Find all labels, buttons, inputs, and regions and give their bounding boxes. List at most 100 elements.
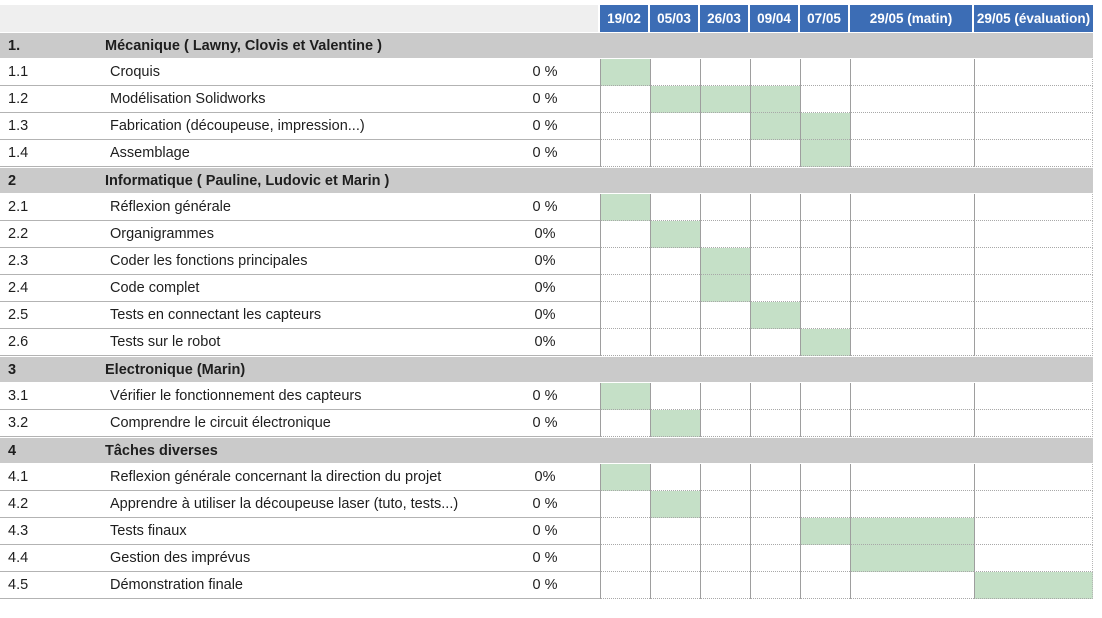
- gantt-cell: [600, 248, 650, 275]
- gantt-cell: [974, 221, 1093, 248]
- task-progress: 0 %: [490, 518, 600, 545]
- task-row: 2.2 Organigrammes 0%: [0, 221, 1093, 248]
- task-row: 1.2 Modélisation Solidworks 0 %: [0, 86, 1093, 113]
- header-corner-cell: [0, 5, 600, 32]
- gantt-cell: [650, 491, 700, 518]
- gantt-cell: [800, 59, 850, 86]
- task-label: Gestion des imprévus: [105, 545, 490, 572]
- task-label: Coder les fonctions principales: [105, 248, 490, 275]
- task-progress: 0 %: [490, 86, 600, 113]
- column-header: 29/05 (évaluation): [974, 5, 1093, 32]
- gantt-cell: [600, 410, 650, 437]
- gantt-cell: [750, 113, 800, 140]
- section-title: Electronique (Marin): [105, 361, 246, 378]
- gantt-cell: [650, 275, 700, 302]
- task-row: 3.2 Comprendre le circuit électronique 0 %: [0, 410, 1093, 437]
- task-row: 2.1 Réflexion générale 0 %: [0, 194, 1093, 221]
- section-title: Informatique ( Pauline, Ludovic et Marin…: [105, 172, 390, 189]
- gantt-cell: [850, 221, 974, 248]
- gantt-cell: [800, 410, 850, 437]
- gantt-cell: [974, 248, 1093, 275]
- task-row: 4.4 Gestion des imprévus 0 %: [0, 545, 1093, 572]
- task-number: 4.4: [0, 545, 105, 572]
- task-label: Code complet: [105, 275, 490, 302]
- gantt-cell: [974, 59, 1093, 86]
- gantt-cell: [700, 410, 750, 437]
- gantt-cell: [700, 329, 750, 356]
- gantt-cell: [850, 140, 974, 167]
- gantt-cell: [974, 545, 1093, 572]
- gantt-cell: [700, 221, 750, 248]
- gantt-cell: [750, 545, 800, 572]
- gantt-cell: [700, 86, 750, 113]
- gantt-cell: [974, 194, 1093, 221]
- section-number: 3: [8, 361, 17, 378]
- task-number: 4.2: [0, 491, 105, 518]
- task-number: 2.2: [0, 221, 105, 248]
- task-progress: 0%: [490, 275, 600, 302]
- gantt-cell: [750, 221, 800, 248]
- gantt-cell: [700, 113, 750, 140]
- task-progress: 0 %: [490, 140, 600, 167]
- gantt-cell: [650, 383, 700, 410]
- gantt-cell: [650, 572, 700, 599]
- gantt-cell: [850, 275, 974, 302]
- gantt-cell: [750, 518, 800, 545]
- column-header: 05/03: [650, 5, 700, 32]
- gantt-cell: [700, 572, 750, 599]
- gantt-cell: [850, 518, 974, 545]
- gantt-cell: [800, 113, 850, 140]
- column-header: 29/05 (matin): [850, 5, 974, 32]
- gantt-cell: [850, 410, 974, 437]
- gantt-cell: [700, 383, 750, 410]
- gantt-cell: [750, 140, 800, 167]
- gantt-cell: [650, 113, 700, 140]
- gantt-cell: [800, 518, 850, 545]
- task-progress: 0%: [490, 302, 600, 329]
- gantt-cell: [700, 302, 750, 329]
- gantt-cell: [600, 275, 650, 302]
- task-row: 2.4 Code complet 0%: [0, 275, 1093, 302]
- section-title: Mécanique ( Lawny, Clovis et Valentine ): [105, 37, 382, 54]
- gantt-cell: [974, 275, 1093, 302]
- gantt-table: 19/02 05/03 26/03 09/04 07/05 29/05 (matin) 29…: [0, 5, 1093, 599]
- task-row: 1.4 Assemblage 0 %: [0, 140, 1093, 167]
- task-progress: 0 %: [490, 383, 600, 410]
- column-header: 19/02: [600, 5, 650, 32]
- section-row: 4 Tâches diverses: [0, 437, 1093, 464]
- task-number: 4.5: [0, 572, 105, 599]
- gantt-cell: [650, 329, 700, 356]
- gantt-cell: [974, 572, 1093, 599]
- task-label: Tests sur le robot: [105, 329, 490, 356]
- gantt-cell: [850, 329, 974, 356]
- gantt-cell: [600, 545, 650, 572]
- gantt-cell: [600, 383, 650, 410]
- gantt-cell: [800, 329, 850, 356]
- gantt-cell: [850, 302, 974, 329]
- gantt-cell: [974, 329, 1093, 356]
- gantt-cell: [600, 86, 650, 113]
- task-label: Apprendre à utiliser la découpeuse laser…: [105, 491, 490, 518]
- gantt-cell: [600, 194, 650, 221]
- gantt-cell: [750, 329, 800, 356]
- task-number: 3.2: [0, 410, 105, 437]
- task-number: 1.4: [0, 140, 105, 167]
- task-progress: 0%: [490, 329, 600, 356]
- gantt-cell: [600, 572, 650, 599]
- gantt-cell: [850, 383, 974, 410]
- gantt-cell: [600, 491, 650, 518]
- gantt-cell: [600, 464, 650, 491]
- task-progress: 0 %: [490, 545, 600, 572]
- gantt-cell: [750, 86, 800, 113]
- task-label: Tests en connectant les capteurs: [105, 302, 490, 329]
- task-label: Démonstration finale: [105, 572, 490, 599]
- gantt-cell: [650, 464, 700, 491]
- gantt-cell: [750, 275, 800, 302]
- gantt-cell: [750, 194, 800, 221]
- gantt-cell: [750, 491, 800, 518]
- task-progress: 0 %: [490, 491, 600, 518]
- gantt-cell: [650, 140, 700, 167]
- section-number: 4: [8, 442, 17, 459]
- task-row: 4.5 Démonstration finale 0 %: [0, 572, 1093, 599]
- gantt-cell: [650, 302, 700, 329]
